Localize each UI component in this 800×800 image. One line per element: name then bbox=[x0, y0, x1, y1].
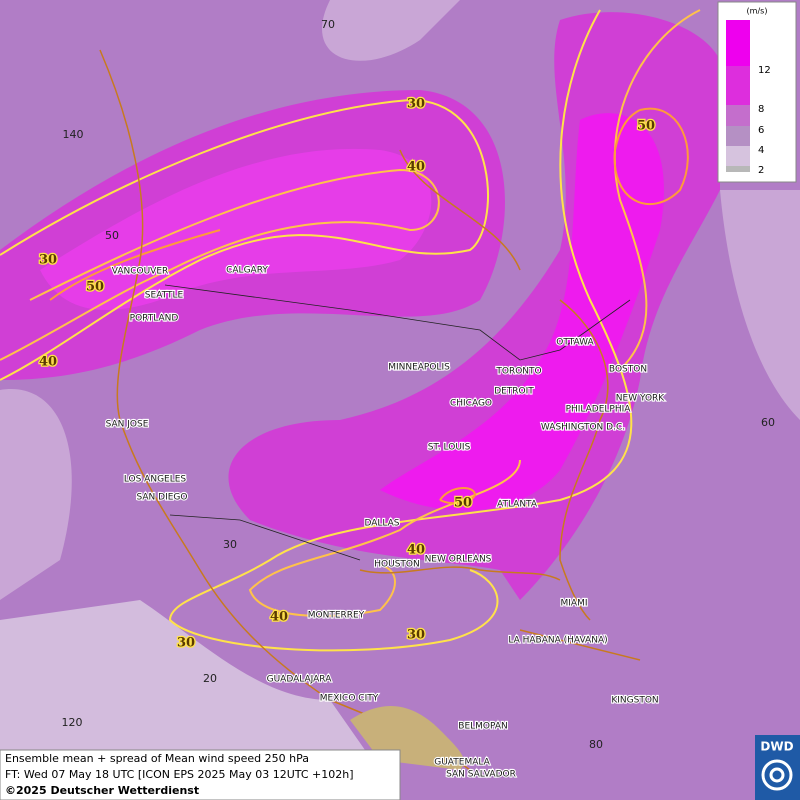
contour-label: 40 bbox=[407, 543, 425, 558]
city-label: GUADALAJARA bbox=[267, 675, 333, 685]
city-label: BELMOPAN bbox=[458, 722, 507, 732]
legend-tick: 4 bbox=[758, 145, 764, 156]
legend-swatch bbox=[726, 126, 750, 146]
city-label: VANCOUVER bbox=[112, 267, 169, 277]
graticule-label: 60 bbox=[761, 416, 775, 429]
city-label: LA HABANA (HAVANA) bbox=[508, 636, 607, 646]
contour-label: 40 bbox=[407, 160, 425, 175]
legend-swatch bbox=[726, 166, 750, 172]
caption-line: ©2025 Deutscher Wetterdienst bbox=[5, 784, 199, 797]
logo: DWD bbox=[755, 735, 800, 800]
city-label: CALGARY bbox=[226, 266, 268, 276]
city-label: HOUSTON bbox=[374, 560, 419, 570]
contour-label: 30 bbox=[407, 97, 425, 112]
logo-text: DWD bbox=[760, 740, 793, 754]
legend-swatch bbox=[726, 66, 750, 105]
city-label: SAN SALVADOR bbox=[446, 770, 516, 780]
legend: (m/s) 12 8 6 4 2 bbox=[717, 1, 797, 183]
graticule-label: 50 bbox=[105, 229, 119, 242]
logo-icon bbox=[761, 759, 793, 791]
city-label: SAN JOSE bbox=[106, 420, 149, 430]
city-label: PHILADELPHIA bbox=[566, 405, 632, 415]
city-label: DALLAS bbox=[364, 519, 399, 529]
graticule-label: 140 bbox=[63, 128, 84, 141]
graticule-label: 120 bbox=[62, 716, 83, 729]
caption-line: Ensemble mean + spread of Mean wind spee… bbox=[5, 752, 309, 765]
city-label: KINGSTON bbox=[611, 696, 658, 706]
graticule-label: 20 bbox=[203, 672, 217, 685]
caption-box bbox=[0, 749, 401, 800]
contour-label: 30 bbox=[39, 253, 57, 268]
coastline bbox=[99, 49, 641, 771]
graticule-label: 70 bbox=[321, 18, 335, 31]
contour-label: 30 bbox=[177, 636, 195, 651]
legend-unit: (m/s) bbox=[747, 7, 768, 16]
graticule-label: 30 bbox=[223, 538, 237, 551]
graticule-labels: 70 140 50 60 30 20 120 80 bbox=[62, 18, 776, 751]
legend-tick: 2 bbox=[758, 165, 764, 176]
contour-label: 50 bbox=[454, 496, 472, 511]
caption: Ensemble mean + spread of Mean wind spee… bbox=[0, 749, 401, 800]
contour-label: 40 bbox=[39, 355, 57, 370]
city-label: SAN DIEGO bbox=[137, 493, 188, 503]
graticule-label: 80 bbox=[589, 738, 603, 751]
city-label: DETROIT bbox=[494, 387, 534, 397]
city-label: CHICAGO bbox=[450, 399, 492, 409]
contour-label: 30 bbox=[407, 628, 425, 643]
city-label: ATLANTA bbox=[497, 500, 538, 510]
logo-icon bbox=[769, 767, 785, 783]
city-labels: VANCOUVER CALGARY SEATTLE PORTLAND MINNE… bbox=[105, 264, 667, 780]
contour-labels: 30 40 50 30 50 40 50 40 40 30 30 bbox=[38, 95, 657, 652]
contour-label: 50 bbox=[637, 119, 655, 134]
caption-line: FT: Wed 07 May 18 UTC [ICON EPS 2025 May… bbox=[5, 768, 354, 781]
city-label: PORTLAND bbox=[130, 314, 179, 324]
city-label: GUATEMALA bbox=[434, 758, 490, 768]
city-label: MONTERREY bbox=[308, 611, 365, 621]
city-label: NEW YORK bbox=[616, 394, 666, 404]
legend-tick: 12 bbox=[758, 65, 771, 76]
city-label: MINNEAPOLIS bbox=[388, 363, 450, 373]
city-label: MIAMI bbox=[561, 599, 588, 609]
borders bbox=[164, 284, 631, 561]
contour-label: 40 bbox=[270, 610, 288, 625]
city-label: LOS ANGELES bbox=[124, 475, 187, 485]
city-label: TORONTO bbox=[495, 367, 541, 377]
city-label: SEATTLE bbox=[145, 291, 184, 301]
legend-swatch bbox=[726, 146, 750, 166]
city-label: NEW ORLEANS bbox=[425, 555, 492, 565]
legend-swatch bbox=[726, 105, 750, 126]
city-label: OTTAWA bbox=[556, 338, 594, 348]
contour-label: 50 bbox=[86, 280, 104, 295]
legend-swatch bbox=[726, 20, 750, 66]
city-label: BOSTON bbox=[609, 365, 647, 375]
legend-tick: 6 bbox=[758, 125, 764, 136]
city-label: MEXICO CITY bbox=[320, 694, 379, 704]
legend-tick: 8 bbox=[758, 104, 764, 115]
city-label: ST. LOUIS bbox=[428, 443, 471, 453]
city-label: WASHINGTON D.C. bbox=[541, 423, 625, 433]
